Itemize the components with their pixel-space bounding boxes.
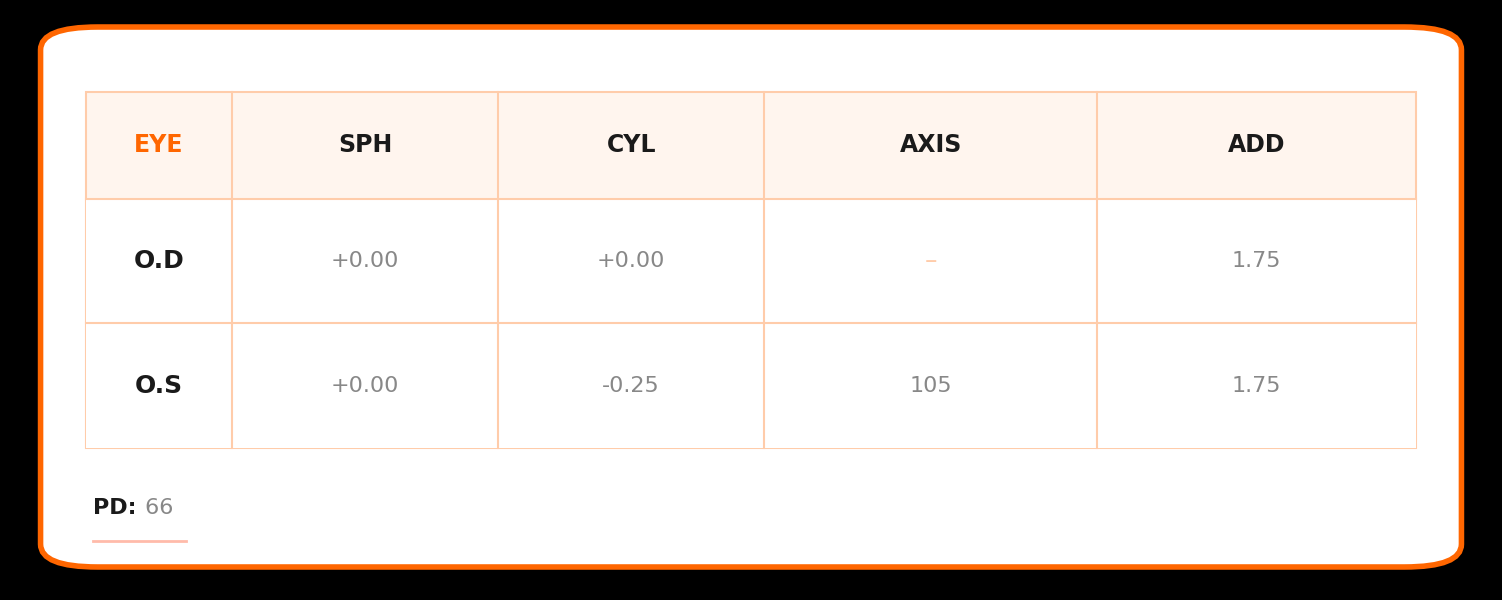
- FancyBboxPatch shape: [41, 27, 1461, 567]
- Text: -0.25: -0.25: [602, 376, 659, 396]
- Text: PD:: PD:: [93, 497, 137, 518]
- Text: AXIS: AXIS: [900, 133, 961, 157]
- Text: SPH: SPH: [338, 133, 392, 157]
- FancyBboxPatch shape: [86, 199, 1416, 448]
- Text: +0.00: +0.00: [330, 376, 400, 396]
- Text: –: –: [924, 249, 937, 273]
- Text: O.D: O.D: [134, 249, 185, 273]
- Text: +0.00: +0.00: [596, 251, 665, 271]
- Text: 105: 105: [909, 376, 952, 396]
- Text: EYE: EYE: [134, 133, 183, 157]
- Text: +0.00: +0.00: [330, 251, 400, 271]
- Text: ADD: ADD: [1229, 133, 1286, 157]
- Text: 66: 66: [138, 497, 174, 518]
- FancyBboxPatch shape: [86, 92, 1416, 448]
- Text: CYL: CYL: [607, 133, 656, 157]
- Text: 1.75: 1.75: [1232, 376, 1281, 396]
- Text: 1.75: 1.75: [1232, 251, 1281, 271]
- Text: O.S: O.S: [135, 374, 183, 398]
